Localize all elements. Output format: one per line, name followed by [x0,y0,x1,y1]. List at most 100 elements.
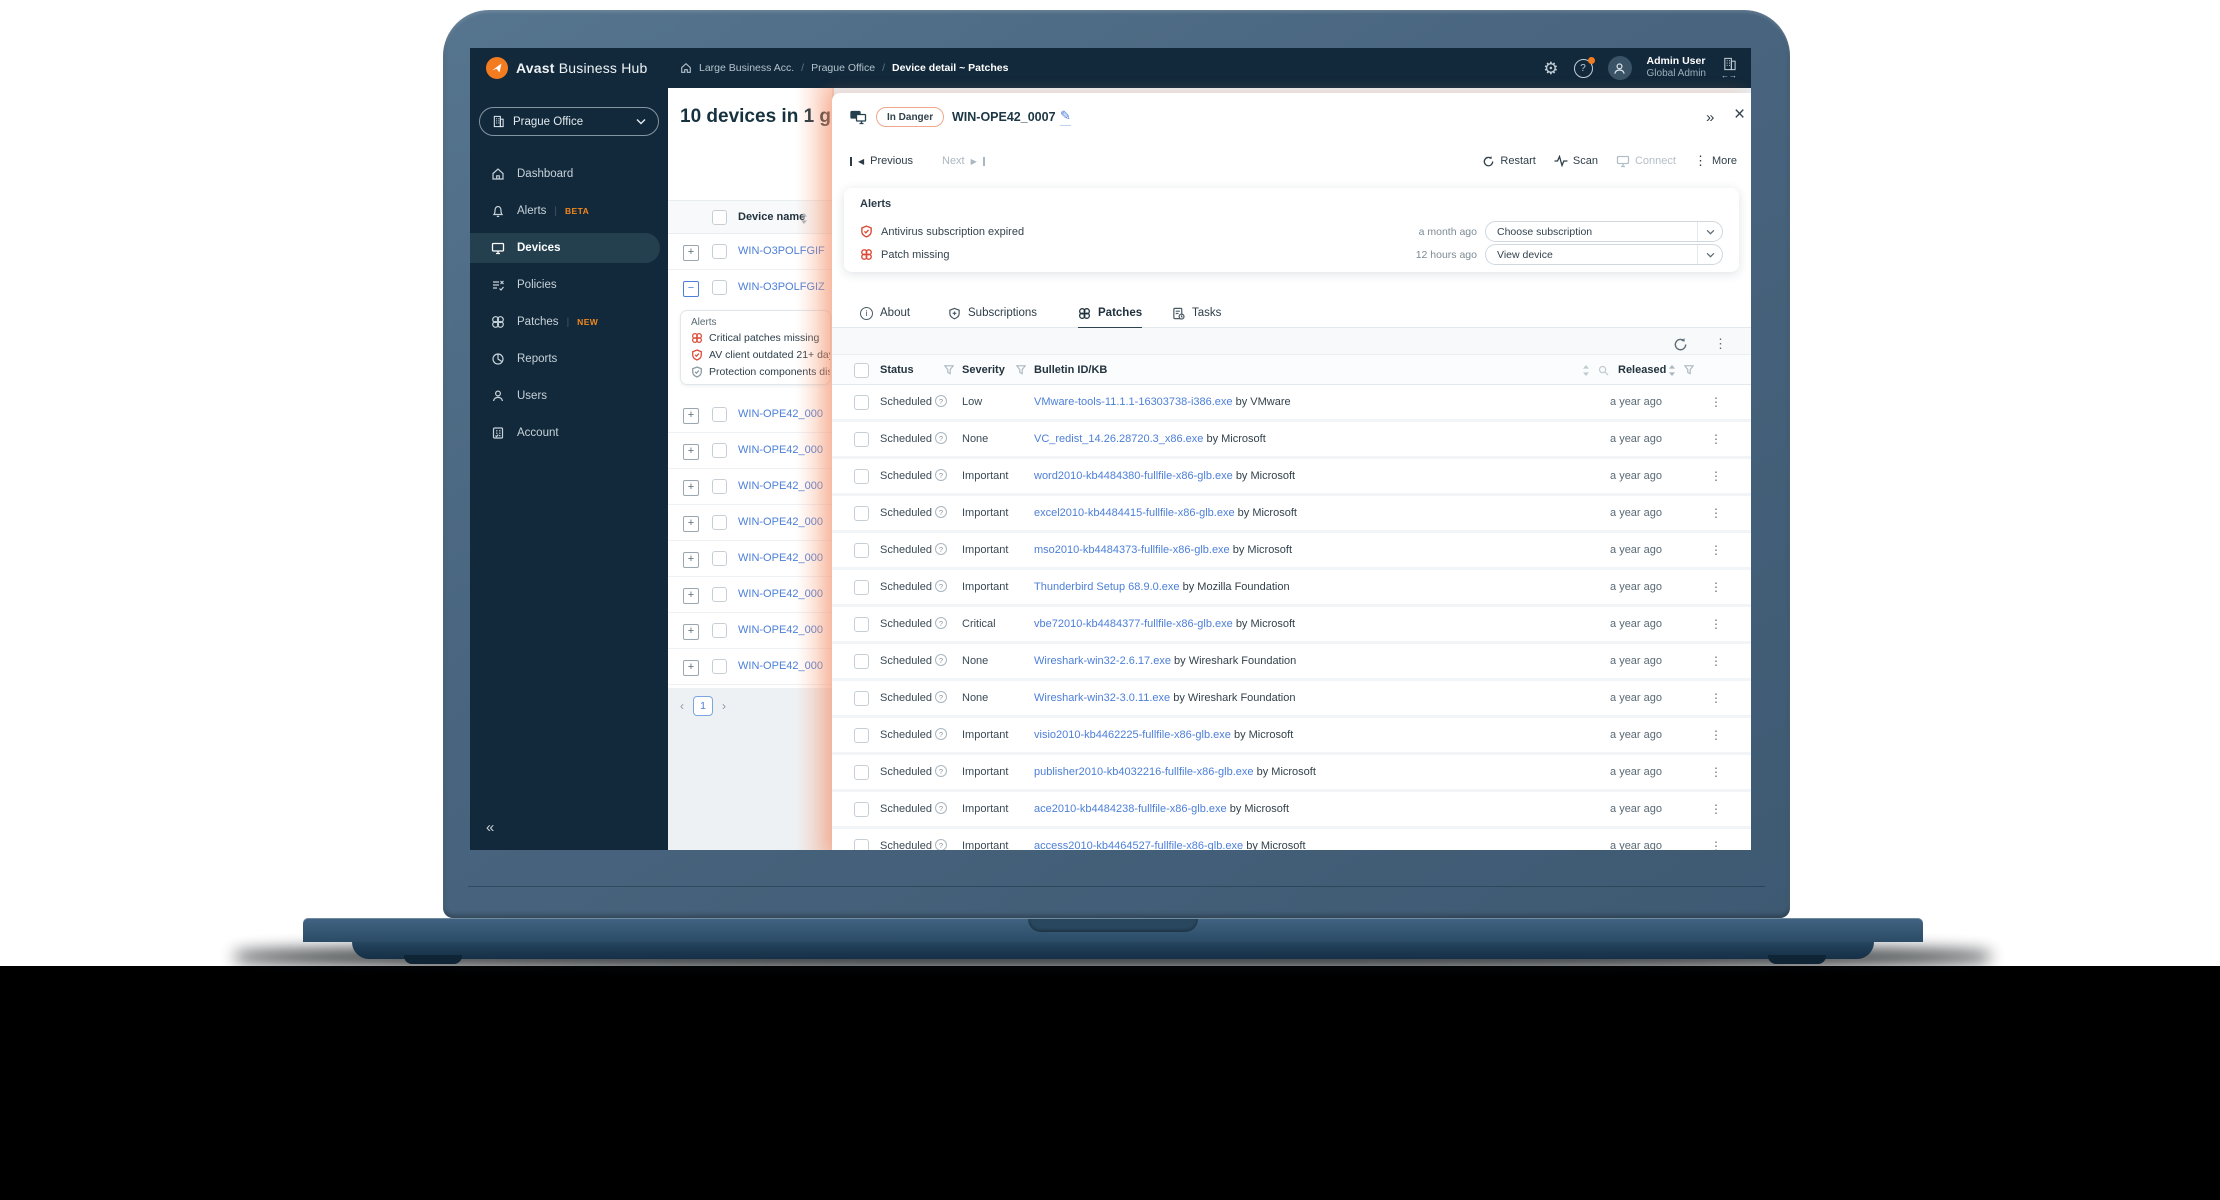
breadcrumb-account[interactable]: Large Business Acc. [699,62,795,74]
sidebar-item-patches[interactable]: Patches | NEW [470,307,668,337]
sidebar-item-users[interactable]: Users [470,381,668,411]
device-name-column[interactable]: Device name [738,211,806,223]
device-link[interactable]: WIN-OPE42_000 [738,588,823,600]
row-checkbox[interactable] [712,623,727,638]
device-link[interactable]: WIN-OPE42_000 [738,624,823,636]
row-menu-icon[interactable]: ⋮ [1710,469,1722,483]
row-checkbox[interactable] [712,587,727,602]
row-checkbox[interactable] [854,802,869,817]
status-info-icon[interactable]: ? [935,728,947,740]
row-menu-icon[interactable]: ⋮ [1710,728,1722,742]
row-menu-icon[interactable]: ⋮ [1710,839,1722,850]
row-checkbox[interactable] [712,280,727,295]
close-panel-icon[interactable]: × [1734,104,1746,125]
connect-button[interactable]: Connect [1616,155,1676,168]
search-icon[interactable] [1598,365,1609,376]
previous-device-button[interactable]: ◀ Previous [850,155,913,167]
device-link[interactable]: WIN-OPE42_000 [738,444,823,456]
row-menu-icon[interactable]: ⋮ [1710,691,1722,705]
status-info-icon[interactable]: ? [935,802,947,814]
expand-row-button[interactable]: + [683,588,699,604]
edit-name-icon[interactable]: ✎ [1060,108,1071,126]
refresh-icon[interactable] [1673,337,1688,352]
expand-panel-icon[interactable]: » [1706,109,1715,126]
status-info-icon[interactable]: ? [935,654,947,666]
bulletin-link[interactable]: ace2010-kb4484238-fullfile-x86-glb.exe [1034,803,1227,815]
sidebar-item-devices[interactable]: Devices [470,233,660,263]
sort-icon[interactable] [1582,365,1590,376]
bulletin-link[interactable]: Wireshark-win32-2.6.17.exe [1034,655,1171,667]
status-info-icon[interactable]: ? [935,432,947,444]
status-info-icon[interactable]: ? [935,691,947,703]
row-checkbox[interactable] [712,479,727,494]
scan-button[interactable]: Scan [1554,155,1598,167]
expand-row-button[interactable]: + [683,245,699,261]
row-checkbox[interactable] [712,515,727,530]
column-released[interactable]: Released [1618,364,1667,376]
row-menu-icon[interactable]: ⋮ [1710,580,1722,594]
row-menu-icon[interactable]: ⋮ [1710,543,1722,557]
pagination-prev-icon[interactable]: ‹ [680,699,684,713]
table-menu-icon[interactable]: ⋮ [1714,336,1727,351]
status-info-icon[interactable]: ? [935,395,947,407]
device-link[interactable]: WIN-OPE42_000 [738,516,823,528]
device-link[interactable]: WIN-OPE42_000 [738,552,823,564]
row-checkbox[interactable] [854,395,869,410]
sidebar-collapse-icon[interactable]: « [486,819,495,836]
row-checkbox[interactable] [854,469,869,484]
sidebar-item-dashboard[interactable]: Dashboard [470,159,668,189]
expand-row-button[interactable]: + [683,480,699,496]
status-info-icon[interactable]: ? [935,839,947,850]
row-checkbox[interactable] [854,580,869,595]
bulletin-link[interactable]: mso2010-kb4484373-fullfile-x86-glb.exe [1034,544,1230,556]
row-checkbox[interactable] [854,765,869,780]
row-menu-icon[interactable]: ⋮ [1710,395,1722,409]
row-checkbox[interactable] [712,659,727,674]
help-icon[interactable]: ? [1573,56,1595,78]
sidebar-item-alerts[interactable]: Alerts | BETA [470,196,668,226]
status-info-icon[interactable]: ? [935,543,947,555]
row-menu-icon[interactable]: ⋮ [1710,802,1722,816]
home-icon[interactable] [680,62,692,74]
device-link[interactable]: WIN-O3POLFGIZ [738,281,825,293]
collapse-row-button[interactable]: − [683,281,699,297]
bulletin-link[interactable]: VMware-tools-11.1.1-16303738-i386.exe [1034,396,1233,408]
filter-icon[interactable] [1684,365,1694,375]
row-menu-icon[interactable]: ⋮ [1710,506,1722,520]
device-link[interactable]: WIN-O3POLFGIF [738,245,825,257]
row-menu-icon[interactable]: ⋮ [1710,654,1722,668]
restart-button[interactable]: Restart [1482,155,1536,168]
row-checkbox[interactable] [854,691,869,706]
row-checkbox[interactable] [854,617,869,632]
sidebar-item-reports[interactable]: Reports [470,344,668,374]
expand-row-button[interactable]: + [683,552,699,568]
alert-action-dropdown[interactable]: Choose subscription [1485,221,1723,242]
filter-icon[interactable] [944,365,954,375]
bulletin-link[interactable]: Thunderbird Setup 68.9.0.exe [1034,581,1180,593]
bulletin-link[interactable]: access2010-kb4464527-fullfile-x86-glb.ex… [1034,840,1244,850]
org-switcher-icon[interactable]: ←→ [1721,57,1737,80]
expand-row-button[interactable]: + [683,516,699,532]
expand-row-button[interactable]: + [683,444,699,460]
row-checkbox[interactable] [854,654,869,669]
pagination-next-icon[interactable]: › [722,699,726,713]
row-menu-icon[interactable]: ⋮ [1710,765,1722,779]
row-checkbox[interactable] [854,543,869,558]
row-checkbox[interactable] [854,506,869,521]
sidebar-item-policies[interactable]: Policies [470,270,668,300]
expand-row-button[interactable]: + [683,408,699,424]
expand-row-button[interactable]: + [683,660,699,676]
select-all-checkbox[interactable] [712,210,727,225]
bulletin-link[interactable]: publisher2010-kb4032216-fullfile-x86-glb… [1034,766,1254,778]
row-checkbox[interactable] [712,551,727,566]
row-menu-icon[interactable]: ⋮ [1710,617,1722,631]
tab-about[interactable]: i About [860,299,910,327]
bulletin-link[interactable]: Wireshark-win32-3.0.11.exe [1034,692,1171,704]
status-info-icon[interactable]: ? [935,617,947,629]
filter-icon[interactable] [1016,365,1026,375]
row-checkbox[interactable] [854,728,869,743]
column-severity[interactable]: Severity [962,364,1005,376]
device-link[interactable]: WIN-OPE42_000 [738,408,823,420]
user-info[interactable]: Admin User Global Admin [1647,55,1706,81]
row-checkbox[interactable] [854,839,869,850]
